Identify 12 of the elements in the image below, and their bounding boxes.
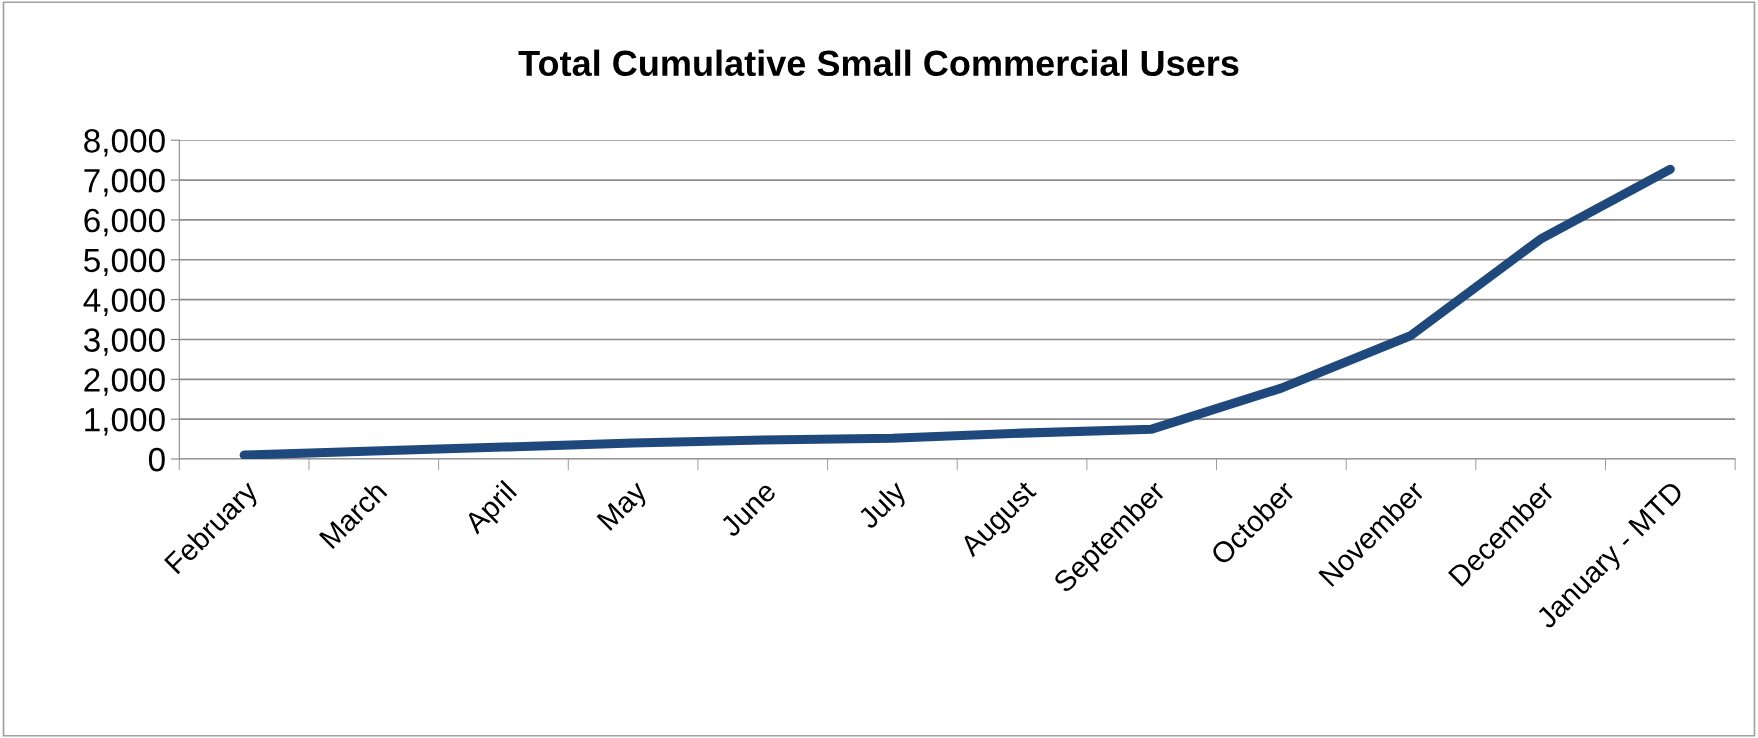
x-tick-label: July <box>856 478 912 535</box>
y-tick-label: 8,000 <box>84 129 165 157</box>
y-tick-label: 7,000 <box>84 168 165 197</box>
x-tick-label: May <box>596 479 653 535</box>
y-tick-label: 2,000 <box>84 368 165 396</box>
y-tick-label: 4,000 <box>83 288 165 316</box>
y-tick-label: 6,000 <box>84 208 165 237</box>
y-tick-label: 1,000 <box>85 407 165 436</box>
y-tick-label: 0 <box>148 447 165 472</box>
y-tick-label: 5,000 <box>84 248 165 277</box>
y-tick-label: 3,000 <box>83 328 165 356</box>
chart-title: Total Cumulative Small Commercial Users <box>518 49 1239 77</box>
